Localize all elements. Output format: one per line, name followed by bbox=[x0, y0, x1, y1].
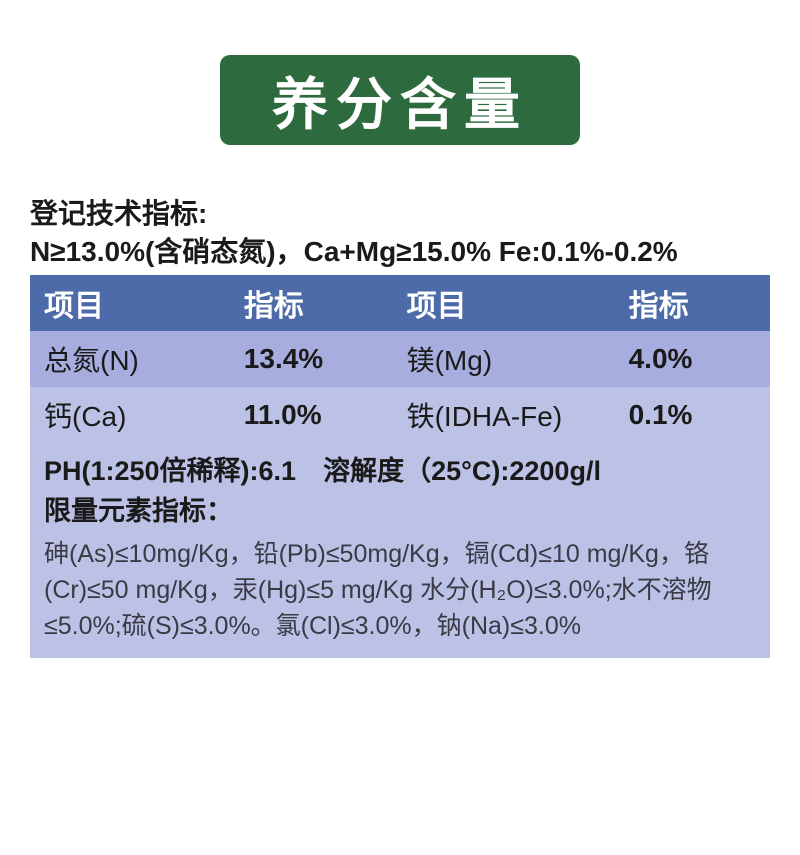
cell-value: 0.1% bbox=[615, 387, 770, 443]
cell-value: 13.4% bbox=[230, 331, 393, 387]
cell-value: 4.0% bbox=[615, 331, 770, 387]
info-block: PH(1:250倍稀释):6.1 溶解度（25°C):2200g/l 限量元素指… bbox=[30, 443, 770, 659]
cell-item: 镁(Mg) bbox=[393, 331, 615, 387]
table-row: 钙(Ca) 11.0% 铁(IDHA-Fe) 0.1% bbox=[30, 387, 770, 443]
limit-heading: 限量元素指标： bbox=[44, 491, 756, 532]
spec-line-1: 登记技术指标: bbox=[30, 195, 770, 233]
cell-item: 钙(Ca) bbox=[30, 387, 230, 443]
table-row: 总氮(N) 13.4% 镁(Mg) 4.0% bbox=[30, 331, 770, 387]
th-value-1: 指标 bbox=[230, 275, 393, 331]
th-item-2: 项目 bbox=[393, 275, 615, 331]
limit-body: 砷(As)≤10mg/Kg，铅(Pb)≤50mg/Kg，镉(Cd)≤10 mg/… bbox=[44, 536, 756, 645]
th-item-1: 项目 bbox=[30, 275, 230, 331]
spec-line-2: N≥13.0%(含硝态氮)，Ca+Mg≥15.0% Fe:0.1%-0.2% bbox=[30, 233, 770, 271]
cell-item: 铁(IDHA-Fe) bbox=[393, 387, 615, 443]
table-header-row: 项目 指标 项目 指标 bbox=[30, 275, 770, 331]
nutrient-table: 项目 指标 项目 指标 总氮(N) 13.4% 镁(Mg) 4.0% 钙(Ca)… bbox=[30, 275, 770, 443]
spec-heading: 登记技术指标: N≥13.0%(含硝态氮)，Ca+Mg≥15.0% Fe:0.1… bbox=[30, 195, 770, 271]
ph-solubility-line: PH(1:250倍稀释):6.1 溶解度（25°C):2200g/l bbox=[44, 451, 756, 492]
cell-value: 11.0% bbox=[230, 387, 393, 443]
title-text: 养分含量 bbox=[272, 60, 528, 141]
th-value-2: 指标 bbox=[615, 275, 770, 331]
content-area: 登记技术指标: N≥13.0%(含硝态氮)，Ca+Mg≥15.0% Fe:0.1… bbox=[30, 195, 770, 658]
cell-item: 总氮(N) bbox=[30, 331, 230, 387]
title-badge: 养分含量 bbox=[220, 55, 580, 145]
